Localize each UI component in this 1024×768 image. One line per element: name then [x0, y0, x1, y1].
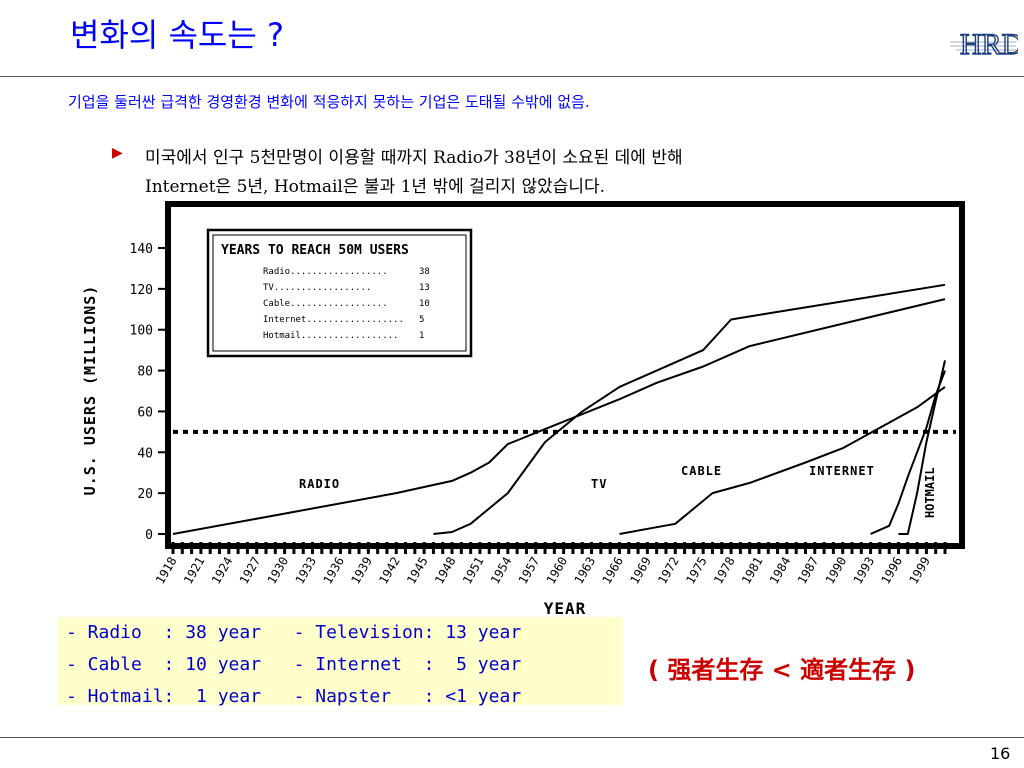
inset-row-value: 10 — [419, 299, 430, 309]
x-tick-label: 1981 — [739, 555, 766, 587]
x-tick-label: 1951 — [460, 555, 487, 587]
footer-divider — [0, 737, 1024, 738]
x-tick-label: 1966 — [599, 555, 626, 587]
x-tick-label: 1984 — [767, 555, 794, 587]
summary-line-3: - Hotmail: 1 year - Napster : <1 year — [66, 686, 522, 707]
inset-row-value: 1 — [419, 331, 424, 341]
x-tick-label: 1960 — [544, 555, 571, 587]
x-tick-label: 1954 — [488, 555, 515, 587]
x-axis-title: YEAR — [544, 599, 587, 618]
x-tick-label: 1930 — [265, 555, 292, 587]
y-tick-label: 60 — [137, 405, 153, 420]
y-tick-label: 140 — [130, 242, 153, 257]
x-tick-label: 1948 — [432, 555, 459, 587]
bullet-arrow-icon: ▶ — [112, 145, 123, 161]
inset-row-value: 38 — [419, 267, 430, 277]
y-tick-label: 120 — [130, 283, 153, 298]
x-tick-label: 1957 — [516, 555, 543, 587]
summary-line-2: - Cable : 10 year - Internet : 5 year — [66, 654, 522, 675]
hrd-logo: HRD — [950, 27, 1018, 62]
bullet-line-1: 미국에서 인구 5천만명이 이용할 때까지 Radio가 38년이 소요된 데에… — [145, 148, 683, 168]
x-tick-label: 1945 — [404, 555, 431, 587]
series-line-hotmail — [898, 360, 946, 535]
series-label-hotmail: HOTMAIL — [923, 467, 937, 518]
x-tick-label: 1924 — [209, 555, 236, 587]
y-tick-label: 80 — [137, 365, 153, 380]
inset-row-label: Hotmail.................. — [263, 331, 398, 341]
x-tick-label: 1927 — [237, 555, 264, 587]
series-label-tv: TV — [591, 477, 607, 491]
x-tick-label: 1987 — [795, 555, 822, 587]
series-line-cable — [619, 386, 946, 535]
y-axis-title: U.S. USERS (MILLIONS) — [81, 285, 99, 496]
y-tick-label: 20 — [137, 487, 153, 502]
x-tick-label: 1942 — [376, 555, 403, 587]
users-chart: 0 20 40 60 80 100 120 140 U.S. USERS (MILLIONS) 1… — [75, 200, 969, 620]
x-tick-label: 1972 — [655, 555, 682, 587]
x-tick-label: 1963 — [572, 555, 599, 587]
x-tick-label: 1975 — [683, 555, 710, 587]
x-tick-label: 1933 — [293, 555, 320, 587]
inset-row-label: Radio.................. — [263, 267, 388, 277]
series-label-internet: INTERNET — [809, 464, 875, 478]
inset-row-label: Cable.................. — [263, 299, 388, 309]
summary-box: - Radio : 38 year - Television: 13 year … — [58, 617, 623, 707]
x-tick-label: 1918 — [153, 555, 180, 587]
inset-row-label: Internet.................. — [263, 315, 404, 325]
series-line-radio — [172, 298, 946, 535]
title-divider — [0, 76, 1024, 77]
x-tick-label: 1978 — [711, 555, 738, 587]
summary-line-1: - Radio : 38 year - Television: 13 year — [66, 622, 522, 643]
inset-row-value: 13 — [419, 283, 430, 293]
inset-row-label: TV.................. — [263, 283, 371, 293]
series-line-internet — [870, 370, 946, 535]
chart-svg: 0 20 40 60 80 100 120 140 U.S. USERS (MILLIONS) 1… — [81, 201, 965, 618]
logo-text: HRD — [960, 28, 1018, 61]
x-tick-label: 1996 — [879, 555, 906, 587]
slide-title: 변화의 속도는 ? — [70, 16, 284, 54]
bullet-text: 미국에서 인구 5천만명이 이용할 때까지 Radio가 38년이 소요된 데에… — [145, 144, 683, 202]
x-tick-label: 1990 — [823, 555, 850, 587]
series-label-radio: RADIO — [299, 477, 340, 491]
inset-row-value: 5 — [419, 315, 424, 325]
x-tick-label: 1993 — [851, 555, 878, 587]
page-number: 16 — [990, 744, 1011, 763]
y-tick-label: 0 — [145, 528, 153, 543]
series-line-tv — [433, 283, 946, 535]
series-label-cable: CABLE — [681, 464, 722, 478]
inset-box — [206, 228, 473, 358]
y-tick-label: 40 — [137, 446, 153, 461]
motto-text: ( 强者生存 < 適者生存 ) — [648, 656, 916, 684]
x-tick-label: 1999 — [906, 555, 933, 587]
subtitle: 기업을 둘러싼 급격한 경영환경 변화에 적응하지 못하는 기업은 도태될 수밖… — [68, 93, 590, 111]
x-tick-label: 1921 — [181, 555, 208, 587]
inset-inner-border — [212, 234, 467, 352]
bullet-line-2: Internet은 5년, Hotmail은 불과 1년 밖에 걸리지 않았습니… — [145, 177, 606, 197]
x-tick-label: 1939 — [348, 555, 375, 587]
x-tick-label: 1969 — [627, 555, 654, 587]
x-tick-label: 1936 — [320, 555, 347, 587]
inset-title: YEARS TO REACH 50M USERS — [221, 243, 409, 258]
y-tick-label: 100 — [130, 324, 153, 339]
